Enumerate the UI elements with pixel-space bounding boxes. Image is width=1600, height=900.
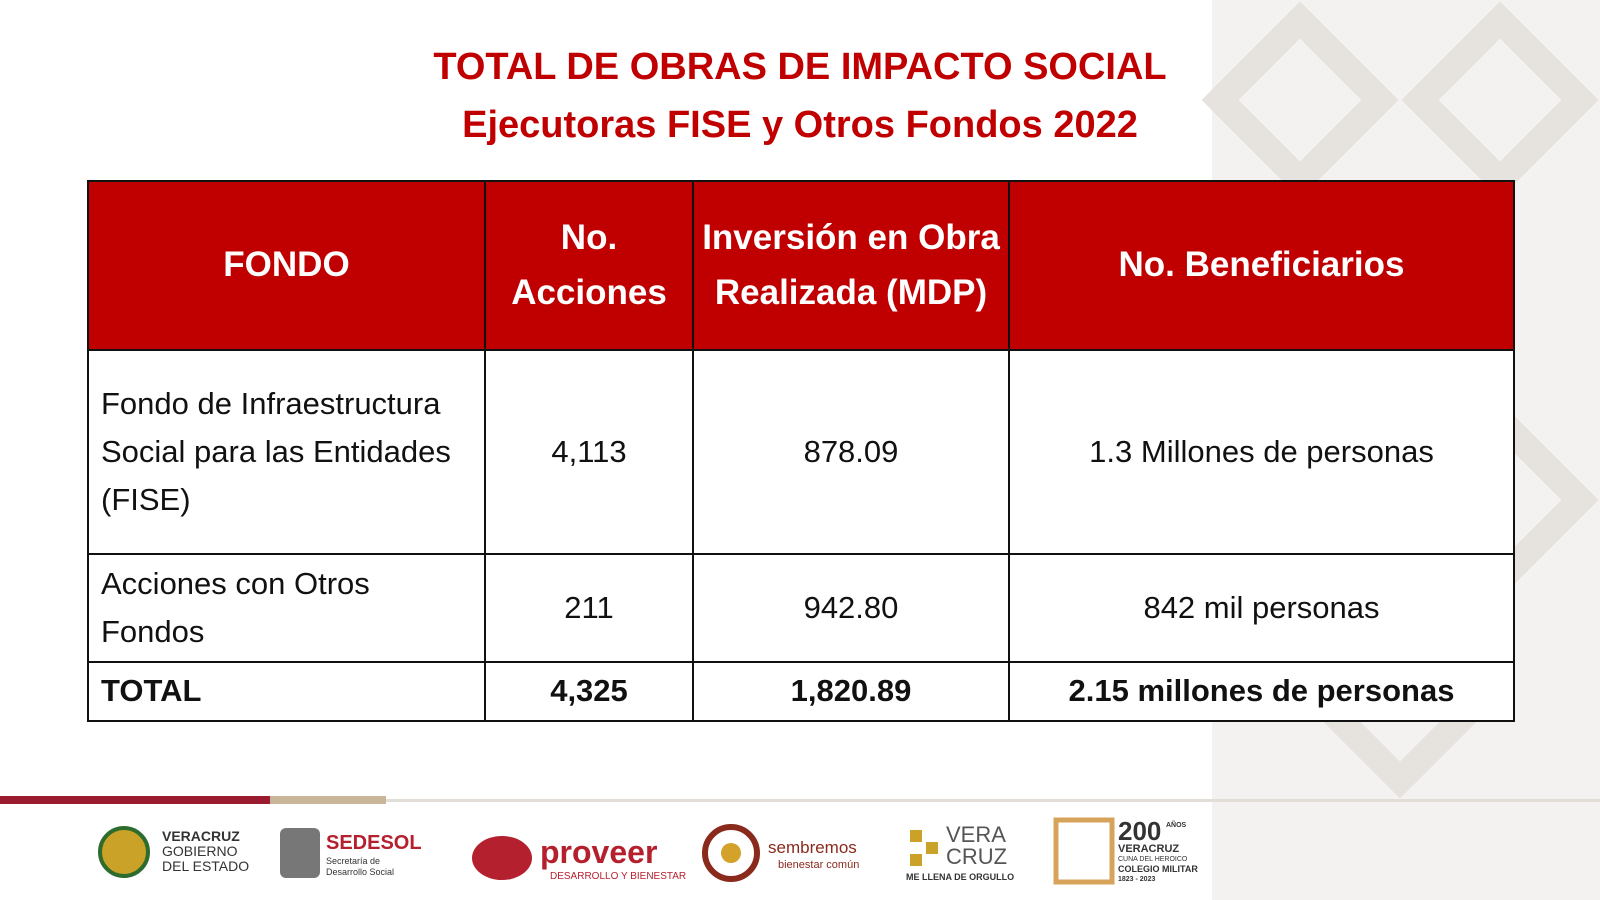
logo-text: ME LLENA DE ORGULLO xyxy=(906,872,1015,882)
column-header: No. Beneficiarios xyxy=(1008,180,1515,351)
stripe-gray xyxy=(386,799,1600,802)
table-row: Acciones con Otros Fondos 211 942.80 842… xyxy=(87,553,1515,663)
stripe-red xyxy=(0,796,270,804)
cell: Acciones con Otros Fondos xyxy=(87,553,486,663)
logo-text: DESARROLLO Y BIENESTAR xyxy=(550,871,687,882)
logo-text: GOBIERNO xyxy=(162,843,238,859)
cell: 211 xyxy=(484,553,694,663)
logo-text: sembremos xyxy=(768,838,857,857)
cell: TOTAL xyxy=(87,661,486,722)
logo-text: proveer xyxy=(540,834,658,870)
cell: Fondo de Infraestructura Social para las… xyxy=(87,349,486,555)
logo-text: AÑOS xyxy=(1166,822,1187,829)
data-table: FONDO No. Acciones Inversión en Obra Rea… xyxy=(87,180,1515,722)
logo-icon xyxy=(1053,817,1115,885)
logo-text: SEDESOL xyxy=(326,832,422,854)
logo-text: VERACRUZ xyxy=(1118,843,1180,855)
column-header: Inversión en Obra Realizada (MDP) xyxy=(692,180,1010,351)
logo-text: CUNA DEL HEROICO xyxy=(1118,856,1188,863)
title: TOTAL DE OBRAS DE IMPACTO SOCIAL xyxy=(433,46,1167,88)
logo-text: 200 xyxy=(1118,816,1162,846)
logo-text: DEL ESTADO xyxy=(162,858,250,874)
stripe-tan xyxy=(270,796,386,804)
logo-icon xyxy=(98,826,150,878)
logo-text: Secretaría de xyxy=(326,856,381,866)
cell: 878.09 xyxy=(692,349,1010,555)
table-row: Fondo de Infraestructura Social para las… xyxy=(87,349,1515,555)
header-row: FONDO No. Acciones Inversión en Obra Rea… xyxy=(87,180,1515,351)
cell: 1,820.89 xyxy=(692,661,1010,722)
cell: 4,113 xyxy=(484,349,694,555)
subtitle: Ejecutoras FISE y Otros Fondos 2022 xyxy=(462,104,1138,146)
logo-text: VERACRUZ xyxy=(162,828,240,844)
logo-text: CRUZ xyxy=(946,844,1008,869)
logo-icon xyxy=(702,824,760,882)
logo-text: Desarrollo Social xyxy=(326,867,395,877)
cell: 1.3 Millones de personas xyxy=(1008,349,1515,555)
logo-icon xyxy=(721,843,741,863)
column-header: FONDO xyxy=(87,180,486,351)
logo-text: bienestar común xyxy=(778,859,860,871)
cell: 942.80 xyxy=(692,553,1010,663)
column-header: No. Acciones xyxy=(484,180,694,351)
cell: 842 mil personas xyxy=(1008,553,1515,663)
total-row: TOTAL 4,325 1,820.89 2.15 millones de pe… xyxy=(87,661,1515,722)
logo-text: VERA xyxy=(946,822,1006,847)
logo-text: 1823 - 2023 xyxy=(1118,876,1156,883)
cell: 2.15 millones de personas xyxy=(1008,661,1515,722)
logo-icon xyxy=(910,830,938,866)
logo-icon xyxy=(472,836,532,880)
logo-icon xyxy=(280,828,320,878)
cell: 4,325 xyxy=(484,661,694,722)
logo-text: COLEGIO MILITAR xyxy=(1118,864,1198,874)
